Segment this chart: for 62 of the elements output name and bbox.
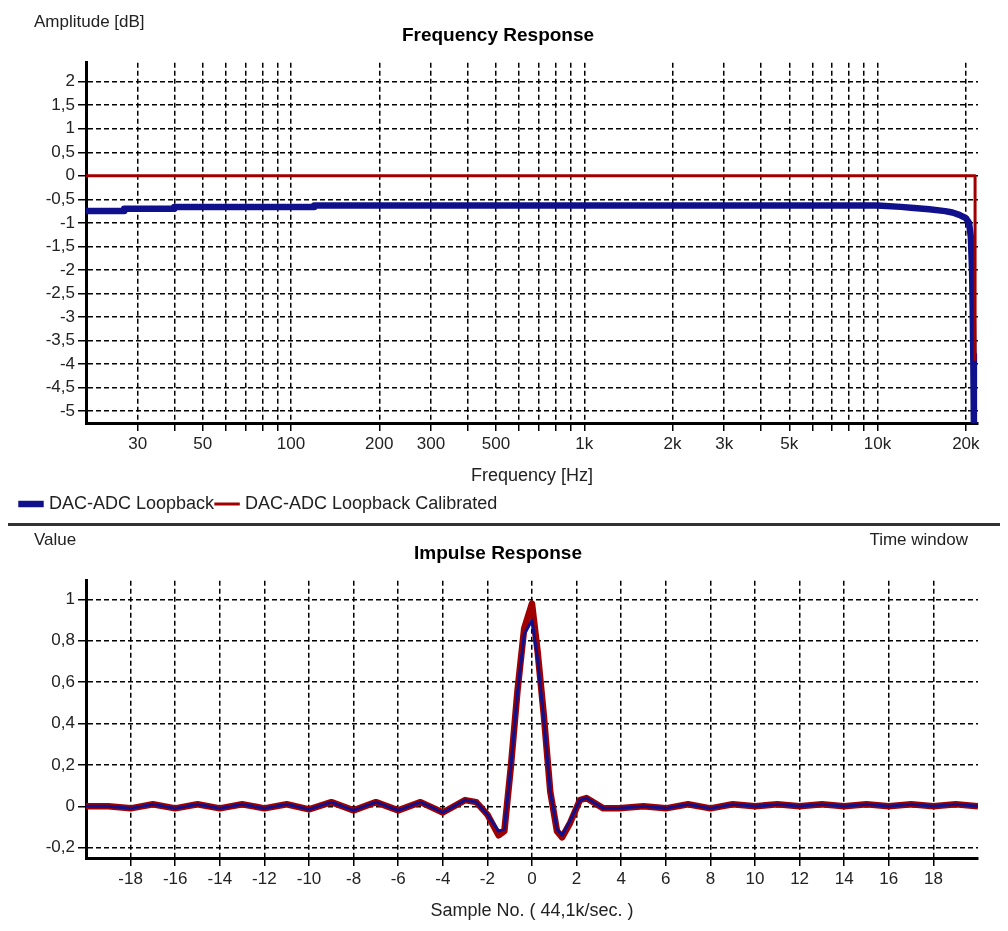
- y-tick-label: 1: [65, 118, 75, 138]
- x-tick-label: -8: [346, 868, 362, 888]
- x-tick-label: 30: [128, 433, 148, 453]
- y-axis-title: Amplitude [dB]: [34, 12, 145, 32]
- x-tick-label: 300: [416, 433, 446, 453]
- x-tick-label: 3k: [715, 433, 734, 453]
- legend-label: DAC-ADC Loopback: [49, 492, 216, 513]
- y-tick-label: -3,5: [45, 330, 75, 350]
- x-tick-label: 500: [481, 433, 511, 453]
- y-tick-label: -0,5: [45, 189, 75, 209]
- x-tick-label: -10: [296, 868, 322, 888]
- text: Time window: [869, 530, 969, 550]
- x-tick-label: -12: [252, 868, 277, 888]
- x-tick-label: -6: [390, 868, 406, 888]
- x-tick-label: 14: [834, 868, 854, 888]
- x-axis-title: Frequency [Hz]: [470, 465, 594, 486]
- x-tick-label: 2: [571, 868, 582, 888]
- y-axis-title: Value: [34, 530, 77, 550]
- y-tick-label: 2: [65, 71, 75, 91]
- x-axis-title: Sample No. ( 44,1k/sec. ): [430, 900, 634, 921]
- y-tick-label: 0: [65, 795, 75, 815]
- y-tick-label: -0,2: [45, 837, 75, 857]
- y-tick-label: -1: [59, 212, 75, 232]
- x-tick-label: -16: [162, 868, 188, 888]
- x-tick-label: -18: [118, 868, 143, 888]
- x-tick-label: 10: [745, 868, 765, 888]
- y-tick-label: 0,8: [51, 630, 75, 650]
- y-tick-label: -1,5: [45, 236, 75, 256]
- y-tick-label: -4: [59, 353, 75, 373]
- x-tick-label: 6: [661, 868, 671, 888]
- y-tick-label: 0,4: [51, 713, 75, 733]
- x-tick-label: 100: [276, 433, 306, 453]
- x-tick-label: -14: [207, 868, 233, 888]
- y-tick-label: 1: [65, 589, 75, 609]
- legend-label: DAC-ADC Loopback Calibrated: [245, 492, 498, 513]
- y-tick-label: -5: [59, 400, 75, 420]
- x-tick-label: 8: [705, 868, 716, 888]
- x-tick-label: -2: [479, 868, 495, 888]
- x-tick-label: 16: [879, 868, 899, 888]
- x-tick-label: 200: [365, 433, 394, 453]
- x-tick-label: 5k: [780, 433, 799, 453]
- x-tick-label: 1k: [575, 433, 594, 453]
- y-tick-label: 0,2: [51, 754, 75, 774]
- y-tick-label: 0,5: [51, 141, 75, 161]
- y-tick-label: -3: [59, 306, 75, 326]
- x-tick-label: 18: [923, 868, 943, 888]
- y-tick-label: -2,5: [45, 283, 75, 303]
- y-tick-label: 1,5: [51, 94, 75, 114]
- x-tick-label: 2k: [663, 433, 683, 453]
- y-tick-label: 0: [65, 165, 75, 185]
- x-tick-label: 10k: [863, 433, 892, 453]
- chart-title: Frequency Response: [401, 23, 595, 45]
- y-tick-label: -4,5: [45, 377, 75, 397]
- x-tick-label: 0: [527, 868, 537, 888]
- x-tick-label: 50: [193, 433, 213, 453]
- x-tick-label: 12: [790, 868, 810, 888]
- x-tick-label: -4: [435, 868, 451, 888]
- x-tick-label: 20k: [952, 433, 981, 453]
- x-tick-label: 4: [616, 868, 626, 888]
- y-tick-label: -2: [59, 259, 75, 279]
- y-tick-label: 0,6: [51, 671, 75, 691]
- chart-title: Impulse Response: [414, 541, 582, 563]
